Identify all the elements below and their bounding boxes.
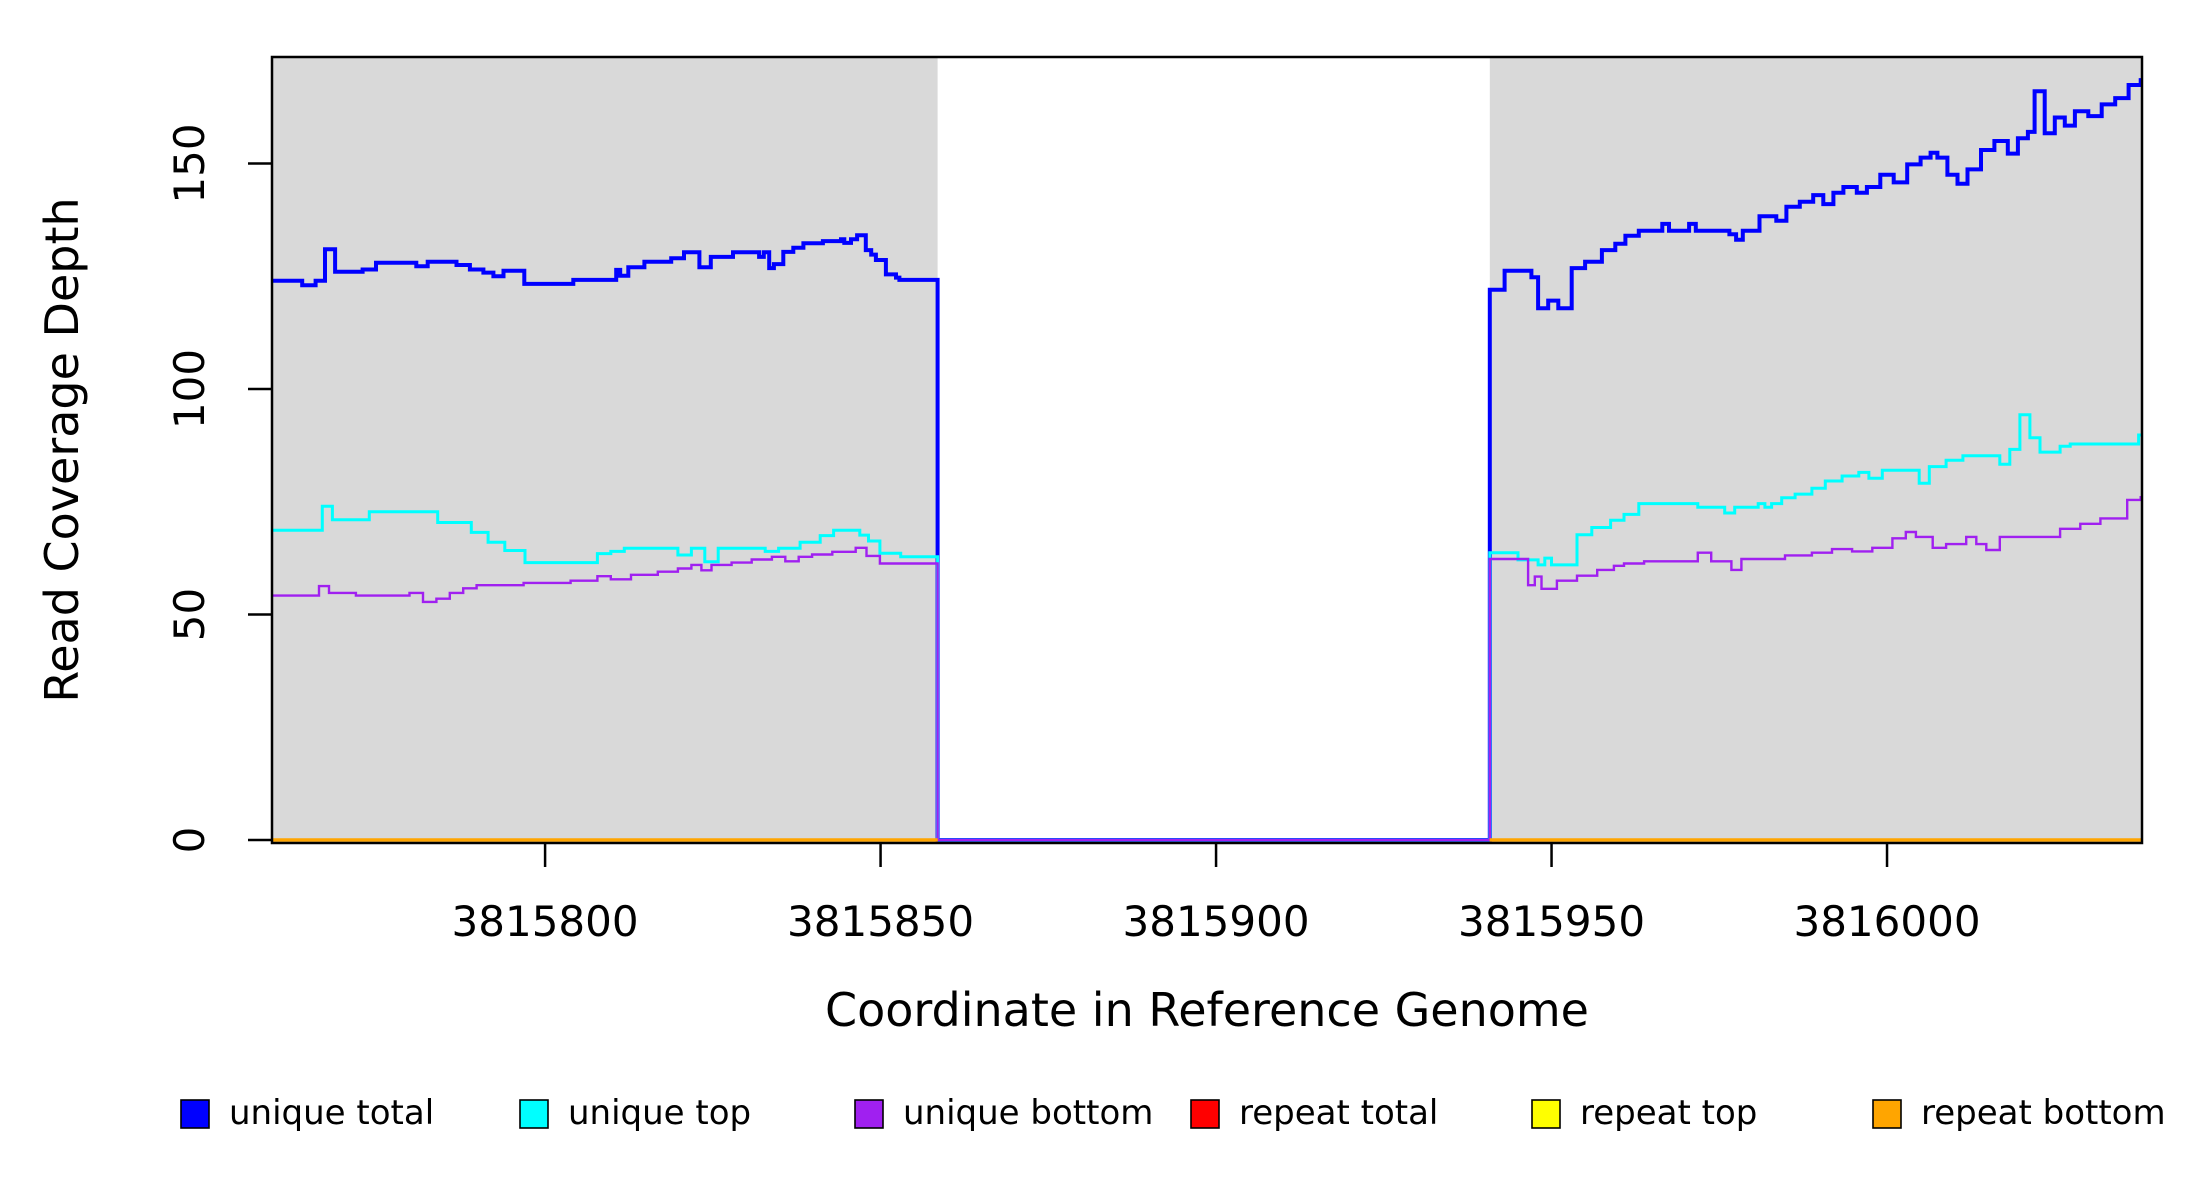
legend-item: repeat total	[1190, 1093, 1438, 1133]
y-axis-tick-label: 100	[165, 349, 214, 429]
x-axis-tick-label: 3815800	[452, 897, 639, 946]
legend-swatch-unique-top	[519, 1099, 549, 1129]
legend-swatch-repeat-top	[1531, 1099, 1561, 1129]
series-unique-top-line-0	[272, 413, 2142, 842]
repeat-region-band-1	[1489, 57, 2142, 843]
axes: 3815800 3815850 3815900 3815950 3816000 0 50 10…	[165, 55, 2144, 946]
legend-swatch-unique-total	[180, 1099, 210, 1129]
coverage-series	[272, 78, 2143, 842]
legend-item-label: unique total	[229, 1093, 434, 1133]
x-axis-title: Coordinate in Reference Genome	[825, 983, 1589, 1037]
legend-item: unique total	[180, 1093, 434, 1133]
legend-item: repeat top	[1531, 1093, 1757, 1133]
legend-swatch-unique-bottom	[854, 1099, 884, 1129]
x-axis-tick-label: 3816000	[1793, 897, 1980, 946]
legend-item-label: unique bottom	[903, 1093, 1153, 1133]
y-axis-tick-label: 150	[165, 123, 214, 203]
legend: unique total unique top unique bottom repea…	[180, 1093, 2166, 1133]
legend-item-label: repeat top	[1580, 1093, 1757, 1133]
y-axis-title: Read Coverage Depth	[35, 197, 89, 702]
axis-titles: Coordinate in Reference Genome Read Cove…	[35, 197, 1589, 1037]
legend-item-label: repeat bottom	[1921, 1093, 2166, 1133]
series-unique-total-line-0	[272, 78, 2143, 842]
plot-border	[270, 55, 2144, 845]
legend-item: repeat bottom	[1872, 1093, 2166, 1133]
legend-item: unique bottom	[854, 1093, 1153, 1133]
x-axis-tick-label: 3815850	[787, 897, 974, 946]
y-axis-tick-label: 50	[165, 588, 214, 641]
legend-item-label: unique top	[568, 1093, 751, 1133]
x-axis-tick-label: 3815950	[1458, 897, 1645, 946]
repeat-region-band-0	[272, 57, 938, 843]
series-unique-bottom-line-0	[272, 496, 2142, 842]
legend-item-label: repeat total	[1239, 1093, 1438, 1133]
shaded-repeat-regions	[272, 57, 2142, 843]
legend-swatch-repeat-total	[1190, 1099, 1220, 1129]
y-axis-tick-label: 0	[165, 827, 214, 854]
legend-item: unique top	[519, 1093, 751, 1133]
legend-swatch-repeat-bottom	[1872, 1099, 1902, 1129]
x-axis-tick-label: 3815900	[1123, 897, 1310, 946]
